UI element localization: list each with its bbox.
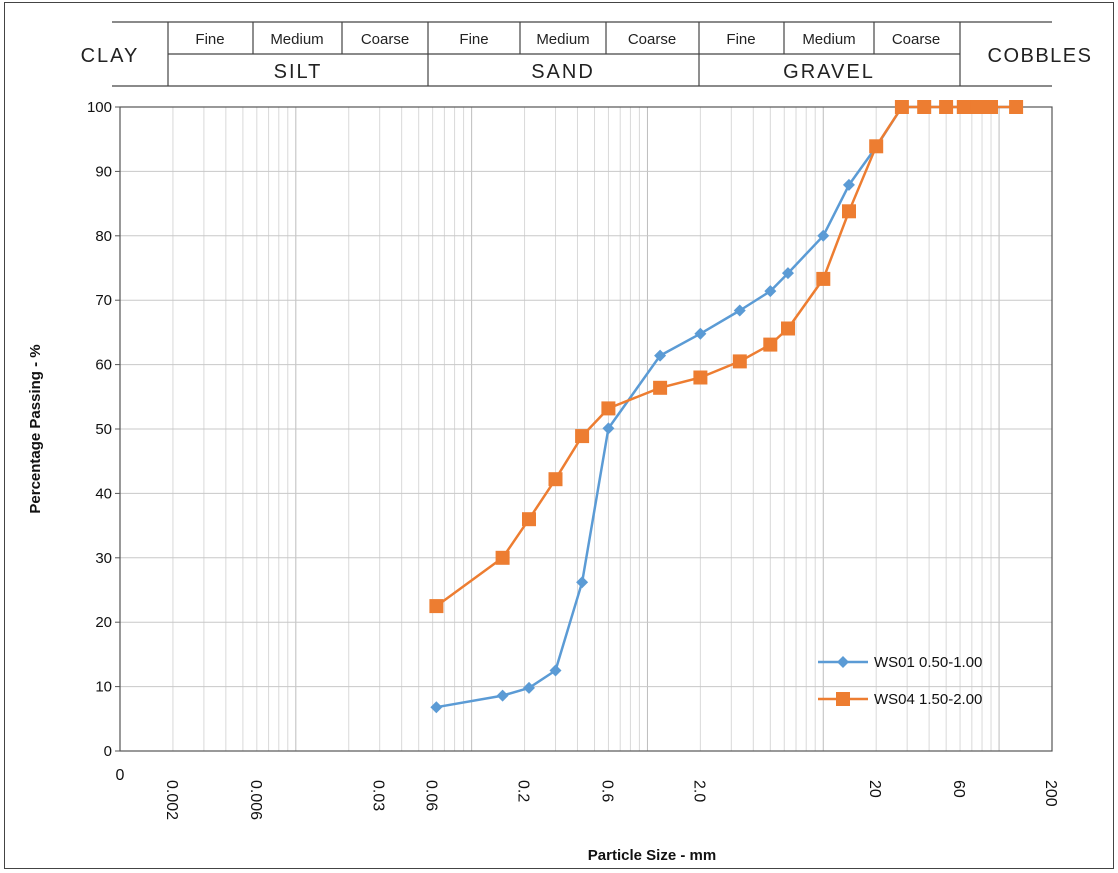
data-point-square [575,429,590,444]
x-tick-label: 0.002 [163,780,180,820]
data-point-diamond [781,267,794,280]
x-axis-ticks: 0.002 0.006 0.03 0.06 0.2 0.6 2.0 20 60 200 [163,780,1059,820]
x-tick-label: 0.6 [598,780,615,802]
data-point-square [984,100,998,114]
data-point-diamond [842,178,855,191]
y-tick-label: 50 [95,421,112,438]
data-point-square [601,401,616,416]
data-point-square [842,204,856,219]
y-tick-label: 70 [95,292,112,309]
data-point-square [894,100,909,114]
y-tick-label: 60 [95,357,112,374]
sand-medium-label: Medium [536,31,589,48]
series-layer [429,100,1024,714]
data-point-diamond [694,327,707,340]
y-tick-label: 30 [95,550,112,567]
label-silt: SILT [274,61,323,83]
data-point-square [781,321,795,336]
data-point-square [548,472,563,487]
data-point-square [429,599,444,614]
x-tick-label: 2.0 [690,780,707,802]
x-tick-label: 20 [866,780,883,798]
legend-label-ws04: WS04 1.50-2.00 [874,691,982,708]
gravel-fine-label: Fine [726,31,755,48]
label-clay: CLAY [81,45,140,67]
sand-coarse-label: Coarse [628,31,676,48]
label-sand: SAND [531,61,595,83]
data-point-diamond [764,285,777,298]
data-point-square [956,100,971,114]
y-tick-label: 0 [104,743,112,760]
data-point-diamond [602,422,615,435]
legend-marker-ws04 [836,692,850,706]
data-point-square [693,370,708,385]
data-point-diamond [496,689,509,702]
y-tick-label: 100 [87,99,112,116]
data-point-square [732,354,747,369]
x-tick-label: 200 [1042,780,1059,807]
label-gravel: GRAVEL [783,61,875,83]
soil-classification-header: CLAY SILT SAND GRAVEL COBBLES Fine Mediu… [81,21,1093,87]
legend: WS01 0.50-1.00 WS04 1.50-2.00 [818,654,982,708]
x-axis-title: Particle Size - mm [588,847,716,864]
data-point-diamond [430,701,443,714]
y-tick-label: 20 [95,614,112,631]
data-point-diamond [549,664,562,677]
x-tick-label: 0.03 [370,780,387,811]
data-point-diamond [654,349,667,362]
data-point-diamond [817,229,830,242]
y-tick-label: 90 [95,163,112,180]
y-tick-label: 40 [95,485,112,502]
y-axis-title: Percentage Passing - % [27,344,44,513]
gravel-medium-label: Medium [802,31,855,48]
x-tick-label: 0.06 [423,780,440,811]
data-point-square [869,139,884,154]
y-tick-label: 10 [95,679,112,696]
data-point-square [939,100,954,114]
data-point-square [495,550,510,565]
legend-label-ws01: WS01 0.50-1.00 [874,654,982,671]
x-origin-label: 0 [116,767,125,784]
x-tick-label: 0.2 [515,780,532,802]
y-tick-label: 80 [95,228,112,245]
gravel-coarse-label: Coarse [892,31,940,48]
x-tick-label: 60 [950,780,967,798]
legend-marker-ws01 [837,656,849,668]
silt-medium-label: Medium [270,31,323,48]
silt-coarse-label: Coarse [361,31,409,48]
sand-fine-label: Fine [459,31,488,48]
data-point-diamond [576,576,589,589]
data-point-square [522,512,536,527]
data-point-square [816,271,831,286]
label-cobbles: COBBLES [988,45,1093,67]
x-tick-label: 0.006 [247,780,264,820]
data-point-square [917,100,932,114]
data-point-square [1009,100,1024,114]
data-point-diamond [733,304,746,317]
y-axis-ticks: 0 10 20 30 40 50 60 70 80 90 100 [87,99,120,760]
data-point-square [763,337,778,352]
silt-fine-label: Fine [195,31,224,48]
data-point-square [970,100,985,114]
data-point-square [653,380,668,395]
data-point-diamond [523,681,536,694]
